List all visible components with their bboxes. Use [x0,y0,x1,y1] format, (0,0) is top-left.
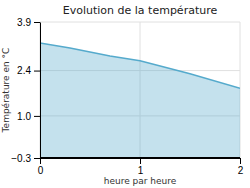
x-tick-mark [240,158,241,164]
x-tick: 1 [138,158,144,176]
y-tick-mark [34,71,40,72]
x-axis-line [41,158,241,159]
y-tick: 1.0 [17,111,40,122]
line [40,43,240,88]
y-tick-mark [34,22,40,23]
y-tick-label: 3.9 [17,17,31,28]
x-axis: 0 1 2 [38,158,244,176]
y-tick: 2.4 [17,65,40,76]
title: Evolution de la température [63,4,218,17]
grid-line [40,22,41,158]
y-tick-label: 1.0 [17,111,31,122]
plot: 0 1 2 −0.3 1.0 2.4 3.9 [11,17,243,176]
y-tick-label: −0.3 [11,153,31,164]
y-tick-label: 2.4 [17,65,31,76]
area [40,43,240,158]
x-tick-label: 1 [138,165,144,176]
y-tick-mark [34,158,40,159]
y-tick-mark [34,116,40,117]
marks [40,43,240,158]
y-tick: −0.3 [11,153,40,164]
x-tick: 2 [238,158,244,176]
grid [40,22,240,158]
x-tick: 0 [38,158,44,176]
y-axis: −0.3 1.0 2.4 3.9 [11,17,40,164]
y-axis-title: Température en °C [1,48,11,134]
x-tick-label: 2 [238,165,244,176]
x-axis-title: heure par heure [104,176,177,186]
chart: 0 1 2 −0.3 1.0 2.4 3.9 Evolution de la températ… [0,0,250,188]
y-axis-line [40,23,41,159]
grid-line [40,158,240,159]
y-tick: 3.9 [17,17,40,28]
grid-line [40,22,240,23]
x-tick-label: 0 [38,165,44,176]
baseline [40,157,240,159]
